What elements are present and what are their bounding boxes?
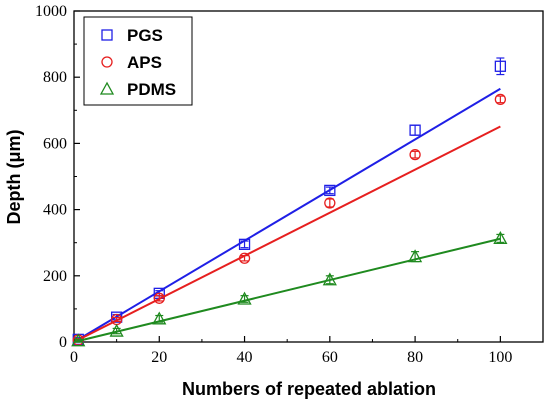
x-tick-label: 20 [151,349,167,366]
y-tick-label: 0 [59,334,67,351]
x-tick-label: 0 [70,349,78,366]
legend-label-pgs: PGS [127,26,163,45]
fit-line-aps [74,127,500,342]
fit-line-pdms [74,239,500,342]
x-tick-label: 40 [237,349,253,366]
y-tick-label: 200 [43,268,67,285]
fit-line-pgs [74,89,500,342]
x-tick-label: 100 [488,349,512,366]
y-tick-label: 1000 [35,3,67,20]
x-tick-label: 80 [407,349,423,366]
y-axis-title: Depth (μm) [4,129,24,224]
y-tick-label: 400 [43,202,67,219]
y-tick-label: 800 [43,69,67,86]
x-tick-label: 60 [322,349,338,366]
legend-label-pdms: PDMS [127,80,176,99]
y-tick-label: 600 [43,135,67,152]
legend-label-aps: APS [127,53,162,72]
x-axis-title: Numbers of repeated ablation [182,379,436,399]
